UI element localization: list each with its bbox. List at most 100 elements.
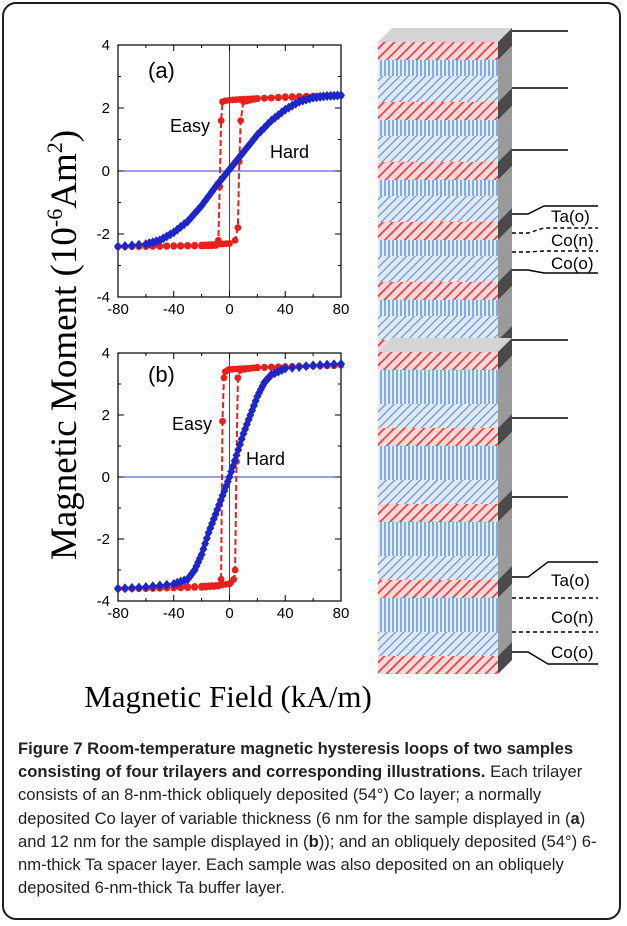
hard-axis-label: Hard	[246, 449, 285, 469]
data-point-hard	[127, 240, 136, 251]
x-tick-label: 40	[277, 301, 294, 318]
data-point-easy	[201, 241, 209, 249]
data-point-easy	[215, 240, 223, 248]
caption-body-2: ) and 12 nm for the sample displayed in …	[18, 808, 586, 851]
data-point-hard	[237, 434, 246, 445]
co-oblique-layer	[378, 352, 498, 370]
ta-oblique-layer	[378, 256, 498, 282]
co-normal-layer	[378, 300, 498, 316]
data-point-easy	[241, 365, 249, 373]
y-tick-label: 0	[102, 163, 110, 180]
co-oblique-layer	[378, 656, 498, 674]
layer-side-face	[498, 286, 512, 316]
y-tick-label: 2	[102, 100, 110, 117]
data-point-hard	[295, 361, 304, 372]
data-point-hard	[188, 567, 197, 578]
data-point-easy	[231, 236, 239, 244]
data-point-hard	[155, 580, 164, 591]
co-oblique-layer	[378, 222, 498, 240]
data-point-easy	[220, 374, 228, 382]
stack-top-face	[378, 338, 512, 352]
ta-oblique-layer	[378, 632, 498, 656]
data-point-hard	[249, 134, 258, 145]
layer-stack-illustration-b: Ta(o) Co(n) Co(o)	[378, 338, 598, 674]
data-point-easy	[191, 241, 199, 249]
data-point-hard	[291, 98, 300, 109]
caption-ref-a: a	[570, 808, 580, 828]
data-point-easy	[170, 242, 178, 250]
data-point-easy	[163, 242, 171, 250]
layer-label: Co(n)	[551, 231, 594, 250]
co-oblique-layer	[378, 428, 498, 446]
data-point-hard	[202, 533, 211, 544]
data-point-hard	[114, 583, 122, 594]
data-point-hard	[114, 241, 122, 252]
ta-oblique-layer	[378, 316, 498, 340]
data-point-easy	[267, 363, 275, 371]
layer-side-face	[498, 28, 512, 60]
layer-leader-line	[512, 250, 598, 253]
data-point-hard	[223, 476, 232, 487]
hysteresis-plot-a: -80 -40 0 40 80 4 2 0 -2 -4 (a) Easy Hard	[97, 37, 350, 318]
data-point-easy	[236, 96, 244, 103]
data-point-hard	[333, 90, 342, 101]
ta-oblique-layer	[378, 556, 498, 580]
x-tick-label: -80	[107, 605, 129, 622]
data-point-hard	[263, 119, 272, 130]
co-oblique-layer	[378, 580, 498, 598]
data-point-easy	[234, 224, 242, 232]
data-point-easy	[234, 374, 242, 382]
layer-leader-line	[512, 227, 598, 234]
data-point-hard	[244, 414, 253, 425]
data-point-easy	[184, 583, 192, 590]
layer-label: Ta(o)	[551, 207, 590, 226]
co-normal-layer	[378, 120, 498, 136]
ta-oblique-layer	[378, 480, 498, 504]
layer-side-face	[498, 390, 512, 428]
layer-side-face	[498, 508, 512, 556]
layer-side-face	[498, 338, 512, 370]
layer-side-face	[498, 566, 512, 598]
data-point-hard	[120, 240, 129, 251]
data-point-hard	[120, 583, 129, 594]
panel-label: (b)	[148, 362, 175, 387]
data-point-hard	[230, 455, 239, 466]
figure-frame	[2, 2, 621, 920]
data-point-easy	[274, 93, 282, 101]
data-point-hard	[323, 359, 332, 370]
co-oblique-layer	[378, 504, 498, 522]
data-point-easy	[177, 242, 185, 249]
y-tick-label: 4	[102, 345, 110, 362]
data-point-hard	[152, 236, 161, 247]
co-oblique-layer	[378, 282, 498, 300]
co-normal-layer	[378, 522, 498, 556]
caption-body-3: )); and an obliquely deposited (54°) 6-n…	[18, 831, 597, 898]
layer-side-face	[498, 268, 512, 300]
co-normal-layer	[378, 60, 498, 76]
y-tick-label: 4	[102, 37, 110, 54]
data-point-hard	[141, 582, 150, 593]
stack-top-face	[378, 28, 512, 42]
ta-oblique-layer	[378, 136, 498, 162]
data-point-easy	[237, 117, 245, 124]
co-normal-layer	[378, 370, 498, 404]
layer-side-face	[498, 542, 512, 580]
data-point-easy	[217, 575, 225, 583]
layer-side-face	[498, 466, 512, 504]
data-point-hard	[235, 151, 244, 162]
data-point-hard	[194, 204, 203, 215]
data-point-easy	[215, 581, 223, 589]
layer-side-face	[498, 414, 512, 446]
layer-side-face	[498, 182, 512, 222]
y-tick-label: -2	[97, 226, 110, 243]
data-point-hard	[162, 579, 171, 590]
layer-side-face	[498, 88, 512, 120]
data-point-hard	[216, 495, 225, 506]
layer-leader-line	[512, 561, 598, 578]
layer-side-face	[498, 106, 512, 136]
layer-side-face	[498, 62, 512, 102]
data-point-hard	[316, 360, 325, 371]
data-point-easy	[288, 93, 296, 100]
layer-leader-line	[512, 205, 598, 215]
